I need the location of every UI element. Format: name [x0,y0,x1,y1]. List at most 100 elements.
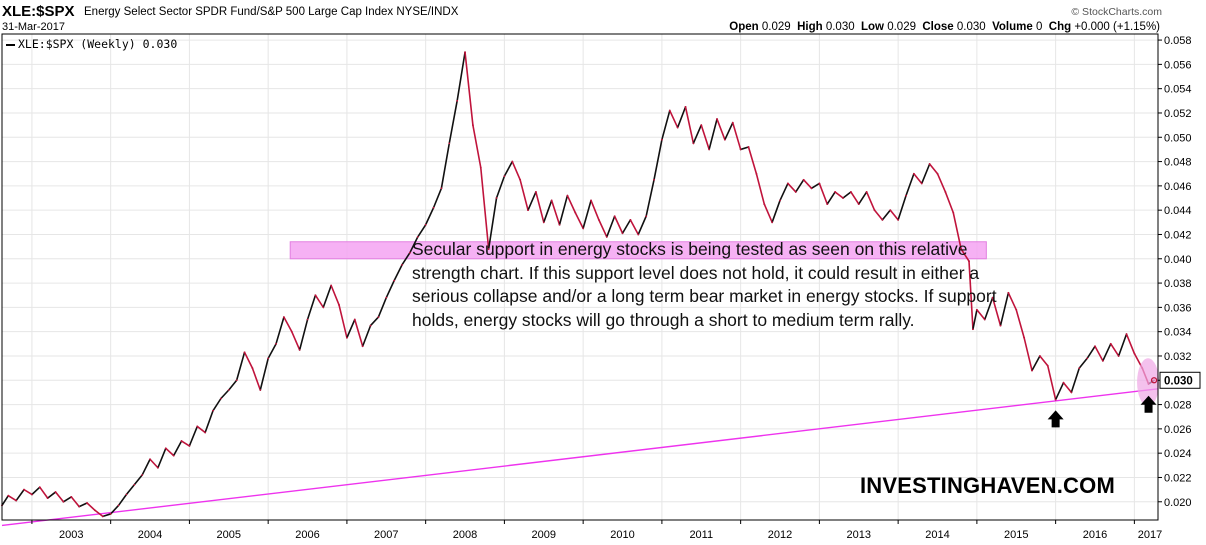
series-point [747,146,750,148]
series-segment [913,172,923,185]
series-segment [983,296,994,321]
series-point [1070,391,1073,394]
series-segment [180,440,191,447]
series-segment [1046,364,1057,401]
series-segment [7,494,17,502]
y-tick-label: 0.044 [1164,205,1192,217]
series-segment [157,447,167,469]
series-segment [416,223,427,238]
series-segment [330,284,340,306]
series-segment [999,291,1010,327]
series-segment [440,142,451,190]
series-point [86,502,88,504]
series-segment [1102,343,1112,362]
y-tick-label: 0.024 [1164,448,1192,460]
series-segment [842,191,852,199]
series-segment [661,109,671,141]
series-segment [810,182,821,190]
legend-label: XLE:$SPX (Weekly) 0.030 [18,37,178,51]
y-tick-label: 0.028 [1164,400,1192,412]
series-segment [850,191,860,205]
series-segment [1094,345,1104,362]
chg-label: Chg [1048,21,1072,33]
series-point [243,351,246,354]
series-point [794,191,797,193]
series-point [346,336,348,339]
series-segment [101,513,112,518]
series-point [196,425,199,428]
series-segment [558,194,569,226]
series-point [1133,352,1136,355]
series-segment [1031,355,1041,372]
series-point [849,191,852,193]
chart-description: Energy Select Sector SPDR Fund/S&P 500 L… [84,6,459,18]
series-segment [235,351,246,382]
series-segment [952,211,962,250]
series-segment [212,397,222,412]
series-segment [220,389,230,400]
series-segment [472,124,482,169]
series-point [928,163,931,165]
series-point [322,306,325,309]
series-point [212,409,214,412]
series-point [275,342,277,345]
series-point [857,203,860,206]
series-segment [865,191,876,211]
last-value-box [1159,371,1201,389]
series-point [377,316,380,318]
chart-grid [2,34,1158,520]
series-point [621,232,624,235]
series-point [897,218,900,221]
series-point [912,172,915,175]
series-point [535,191,537,193]
volume-label: Volume [992,21,1033,33]
series-point [700,124,703,127]
series-point [527,209,529,212]
series-segment [692,124,703,145]
y-tick-label: 0.046 [1164,181,1192,193]
y-tick-label: 0.056 [1164,59,1192,71]
series-segment [653,138,663,181]
support-trendline [1,388,1159,527]
stockcharts-credit[interactable]: © StockCharts.com [1071,6,1162,18]
y-tick-label: 0.036 [1164,302,1192,314]
series-point [905,194,907,197]
series-point [1015,308,1018,311]
series-point [180,440,183,442]
series-segment [637,215,647,236]
series-segment [668,109,679,129]
series-segment [1078,357,1088,369]
series-segment [503,160,514,177]
series-point [456,99,459,102]
series-point [983,318,986,321]
series-point [464,51,466,54]
series-point [653,178,655,181]
series-point [991,296,994,299]
series-point [125,493,128,496]
series-segment [598,219,608,238]
series-point [810,187,813,190]
legend-swatch [6,43,15,46]
x-tick-label: 2011 [689,529,713,541]
x-tick-label: 2008 [453,529,477,541]
series-point [448,142,451,145]
series-point [802,178,805,181]
axes: 0.020 0.022 0.024 0.026 0.028 0.030 0.032 0.034… [1,33,1201,541]
series-point [235,379,238,382]
series-point [1101,359,1104,362]
series-point [779,199,781,202]
series-segment [70,496,80,508]
close-value: 0.030 [956,21,986,33]
series-segment [369,316,380,327]
x-tick-label: 2017 [1138,529,1162,541]
series-point [708,148,711,151]
series-point [70,496,73,498]
y-tick-label: 0.022 [1164,472,1192,484]
series-point [629,218,632,221]
series-point [999,324,1002,327]
series-point [818,182,821,185]
series-segment [227,379,238,391]
x-tick-label: 2004 [138,529,162,541]
series-segment [905,172,915,197]
series-segment [873,209,884,221]
